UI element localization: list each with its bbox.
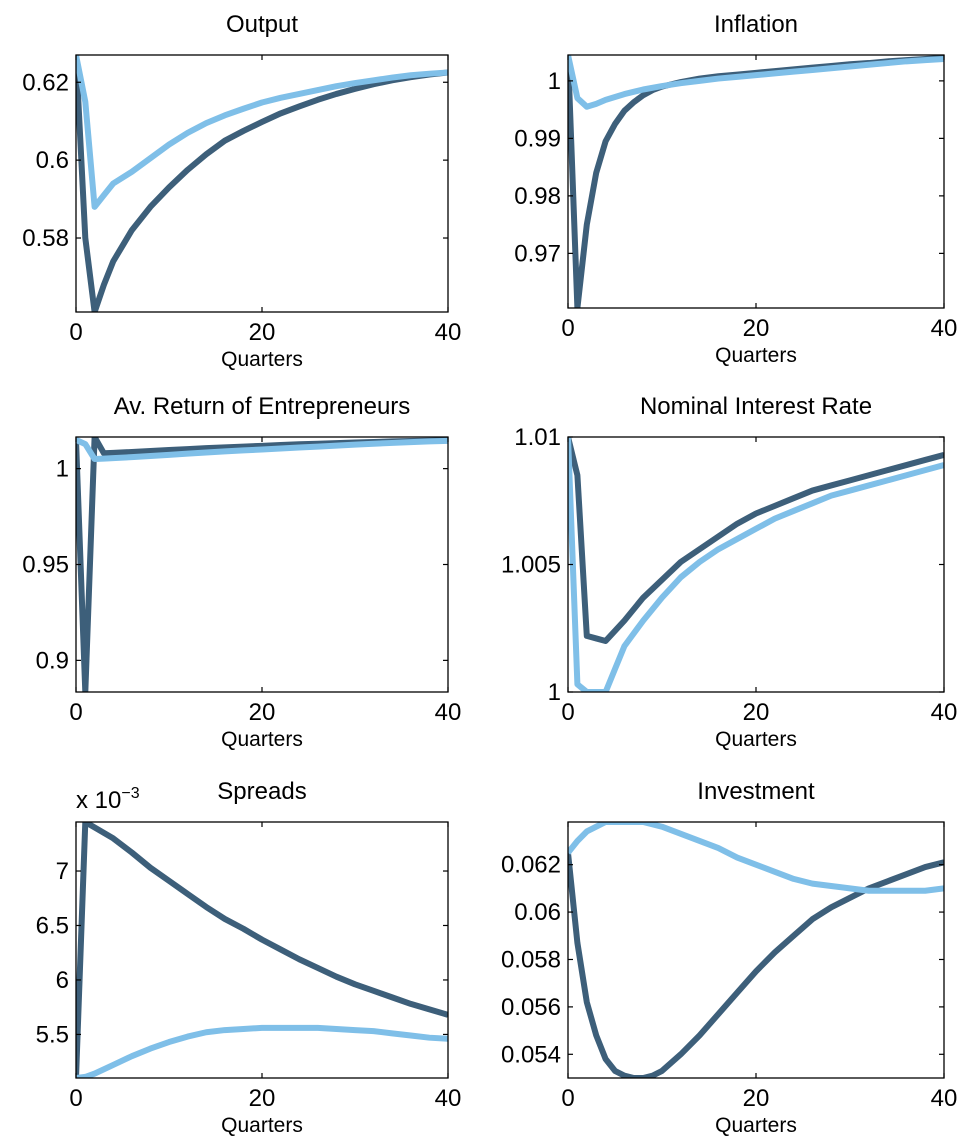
x-tick-label: 20 — [743, 1085, 770, 1112]
x-axis-label: Quarters — [715, 1114, 797, 1137]
x-tick-label: 0 — [69, 699, 82, 726]
chart-panel-1: 0 20 40 0.58 0.6 0.62 Output Quarters — [22, 11, 461, 371]
y-tick-label: 0.056 — [501, 994, 561, 1021]
chart-title: Spreads — [217, 778, 306, 805]
y-exponent-power: −3 — [121, 785, 139, 802]
x-tick-label: 20 — [249, 699, 276, 726]
series-line-2 — [76, 1024, 448, 1078]
x-axis-label: Quarters — [221, 728, 303, 751]
series-line-2 — [568, 55, 944, 110]
y-tick-label: 0.98 — [514, 183, 561, 210]
y-tick-label: 0.6 — [36, 147, 69, 174]
chart-title: Nominal Interest Rate — [640, 393, 872, 420]
axes-frame — [75, 436, 449, 693]
x-axis-label: Quarters — [221, 1114, 303, 1137]
x-tick-label: 20 — [249, 1085, 276, 1112]
x-tick-label: 40 — [931, 315, 958, 342]
y-tick-label: 6 — [56, 967, 69, 994]
y-exponent-label: x 10−3 — [76, 785, 140, 814]
y-tick-label: 1 — [548, 679, 561, 706]
x-tick-label: 0 — [561, 699, 574, 726]
series-line-1 — [568, 852, 944, 1078]
y-tick-label: 0.95 — [22, 552, 69, 579]
x-axis-label: Quarters — [715, 344, 797, 367]
y-tick-label: 0.9 — [36, 647, 69, 674]
y-tick-label: 7 — [56, 858, 69, 885]
series-group — [568, 437, 944, 692]
chart-panel-2: 0 20 40 0.97 0.98 0.99 1 Inflation Quarters — [514, 11, 957, 367]
chart-title: Inflation — [714, 11, 798, 38]
series-group — [568, 822, 944, 1078]
y-tick-label: 0.058 — [501, 946, 561, 973]
series-line-2 — [76, 437, 448, 463]
chart-title: Investment — [697, 778, 815, 805]
x-tick-label: 40 — [931, 1085, 958, 1112]
y-tick-label: 6.5 — [36, 912, 69, 939]
x-tick-label: 40 — [435, 319, 462, 346]
x-axis-label: Quarters — [221, 348, 303, 371]
chart-title: Output — [226, 11, 298, 38]
chart-panel-4: 0 20 40 1 1.005 1.01 Nominal Interest Rate Quar… — [501, 393, 957, 751]
x-tick-label: 40 — [435, 699, 462, 726]
y-tick-label: 1 — [56, 456, 69, 483]
x-tick-label: 0 — [561, 315, 574, 342]
series-line-2 — [76, 55, 448, 210]
axes-frame — [75, 54, 449, 313]
y-tick-label: 0.062 — [501, 852, 561, 879]
series-group — [76, 55, 448, 312]
x-tick-label: 40 — [435, 1085, 462, 1112]
x-tick-label: 20 — [249, 319, 276, 346]
y-tick-label: 0.58 — [22, 225, 69, 252]
series-line-2 — [568, 437, 944, 692]
x-tick-label: 20 — [743, 315, 770, 342]
y-tick-label: 1.005 — [501, 552, 561, 579]
series-line-1 — [76, 55, 448, 312]
axes-frame — [567, 821, 945, 1079]
series-line-1 — [568, 437, 944, 644]
x-tick-label: 0 — [69, 1085, 82, 1112]
y-tick-label: 0.054 — [501, 1041, 561, 1068]
series-line-2 — [568, 822, 944, 894]
series-group — [76, 822, 448, 1078]
x-axis-label: Quarters — [715, 728, 797, 751]
series-group — [568, 55, 944, 308]
chart-panel-3: 0 20 40 0.9 0.95 1 Av. Return of Entrepreneurs… — [22, 393, 461, 751]
y-tick-label: 0.62 — [22, 69, 69, 96]
y-tick-label: 5.5 — [36, 1021, 69, 1048]
y-tick-label: 0.97 — [514, 240, 561, 267]
y-tick-label: 0.06 — [514, 899, 561, 926]
x-tick-label: 40 — [931, 699, 958, 726]
chart-panel-6: 0 20 40 0.054 0.056 0.058 0.06 0.062 Investment Q… — [501, 778, 957, 1137]
y-tick-label: 1 — [548, 68, 561, 95]
x-tick-label: 20 — [743, 699, 770, 726]
chart-title: Av. Return of Entrepreneurs — [114, 393, 411, 420]
y-tick-label: 1.01 — [514, 424, 561, 451]
series-line-1 — [76, 437, 448, 692]
series-line-1 — [76, 822, 448, 1078]
x-tick-label: 0 — [69, 319, 82, 346]
chart-panel-5: 0 20 40 5.5 6 6.5 7 Spreads Quarters x 10−3 — [36, 778, 462, 1137]
y-tick-label: 0.99 — [514, 125, 561, 152]
series-group — [76, 437, 448, 692]
x-tick-label: 0 — [561, 1085, 574, 1112]
axes-frame — [75, 821, 449, 1079]
